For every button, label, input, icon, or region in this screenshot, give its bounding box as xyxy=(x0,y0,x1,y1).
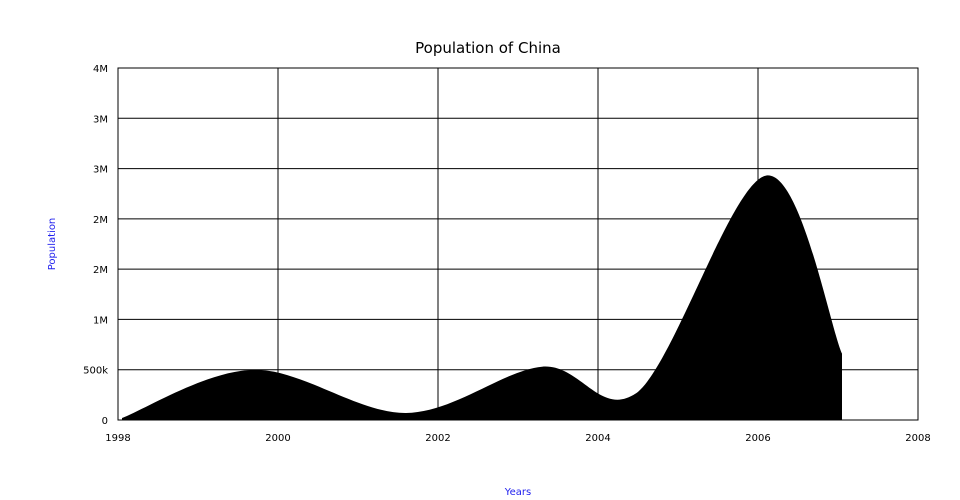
y-tick-label: 2M xyxy=(93,215,108,226)
x-axis-label: Years xyxy=(504,487,531,498)
y-axis-label: Population xyxy=(47,218,58,271)
y-tick-label: 3M xyxy=(93,165,108,176)
x-tick-label: 1998 xyxy=(105,433,130,444)
y-tick-label: 3M xyxy=(93,114,108,125)
y-tick-label: 2M xyxy=(93,265,108,276)
y-axis: 0 500k 1M 2M 2M 3M 3M 4M xyxy=(83,64,108,427)
y-tick-label: 1M xyxy=(93,315,108,326)
x-tick-label: 2002 xyxy=(425,433,450,444)
y-tick-label: 0 xyxy=(102,416,108,427)
area-series xyxy=(122,175,842,420)
chart-title: Population of China xyxy=(415,39,561,57)
x-tick-label: 2000 xyxy=(265,433,290,444)
x-axis: 1998 2000 2002 2004 2006 2008 xyxy=(105,433,930,444)
y-tick-label: 4M xyxy=(93,64,108,75)
x-tick-label: 2006 xyxy=(745,433,770,444)
x-tick-label: 2004 xyxy=(585,433,610,444)
plot-border xyxy=(117,67,919,421)
y-tick-label: 500k xyxy=(83,366,108,377)
x-tick-label: 2008 xyxy=(905,433,930,444)
